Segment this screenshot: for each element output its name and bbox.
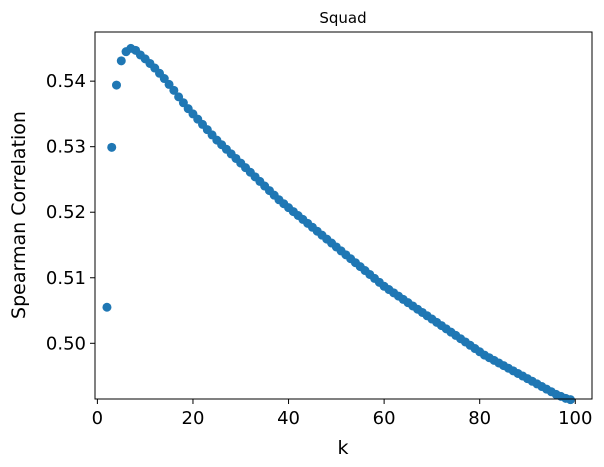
y-tick-label: 0.53 <box>46 137 86 158</box>
data-point <box>169 85 179 95</box>
x-tick-label: 0 <box>92 408 103 429</box>
y-tick-label: 0.54 <box>46 71 86 92</box>
y-axis-label: Spearman Correlation <box>8 111 30 319</box>
data-point <box>566 395 575 405</box>
x-axis-ticks: 0 20 40 60 80 100 <box>92 399 592 429</box>
data-point <box>102 302 112 312</box>
x-tick-label: 80 <box>468 408 491 429</box>
plot-frame <box>94 31 593 400</box>
data-point <box>107 142 117 152</box>
y-tick-label: 0.50 <box>46 333 86 354</box>
y-axis-ticks: 0.50 0.51 0.52 0.53 0.54 <box>46 71 95 354</box>
x-tick-label: 60 <box>373 408 396 429</box>
x-tick-label: 100 <box>558 408 592 429</box>
y-tick-label: 0.52 <box>46 202 86 223</box>
x-axis-label: k <box>337 437 348 459</box>
chart-title: Squad <box>319 9 366 27</box>
x-tick-label: 20 <box>182 408 205 429</box>
y-tick-label: 0.51 <box>46 268 86 289</box>
data-point <box>116 56 126 66</box>
data-points <box>102 43 575 405</box>
x-tick-label: 40 <box>277 408 300 429</box>
data-point <box>112 80 121 90</box>
